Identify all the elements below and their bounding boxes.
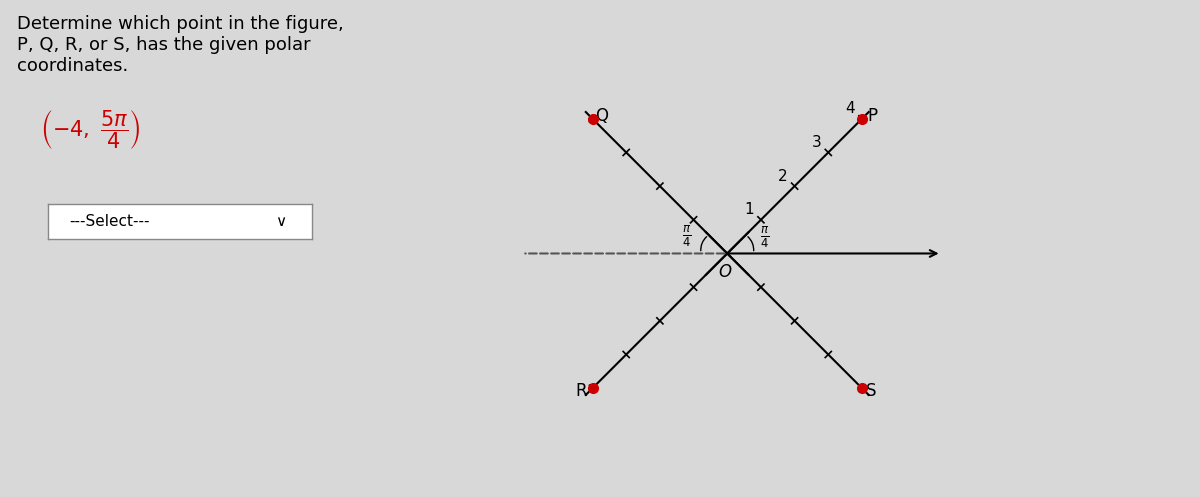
Text: $\frac{\pi}{4}$: $\frac{\pi}{4}$ — [760, 225, 769, 250]
Text: $\frac{\pi}{4}$: $\frac{\pi}{4}$ — [682, 224, 691, 249]
Text: 1: 1 — [744, 202, 754, 217]
Text: 3: 3 — [811, 135, 821, 150]
Text: R: R — [576, 382, 588, 400]
Text: P: P — [868, 107, 877, 125]
Text: $O$: $O$ — [718, 263, 732, 281]
Text: ---Select---: ---Select--- — [70, 214, 150, 229]
Text: ∨: ∨ — [275, 214, 286, 229]
Text: Q: Q — [595, 107, 608, 125]
Text: 4: 4 — [845, 101, 854, 116]
Text: 2: 2 — [778, 168, 787, 184]
Text: $\left(-4,\ \dfrac{5\pi}{4}\right)$: $\left(-4,\ \dfrac{5\pi}{4}\right)$ — [41, 108, 140, 151]
Text: Determine which point in the figure,
P, Q, R, or S, has the given polar
coordina: Determine which point in the figure, P, … — [17, 15, 343, 75]
Text: S: S — [865, 382, 876, 400]
